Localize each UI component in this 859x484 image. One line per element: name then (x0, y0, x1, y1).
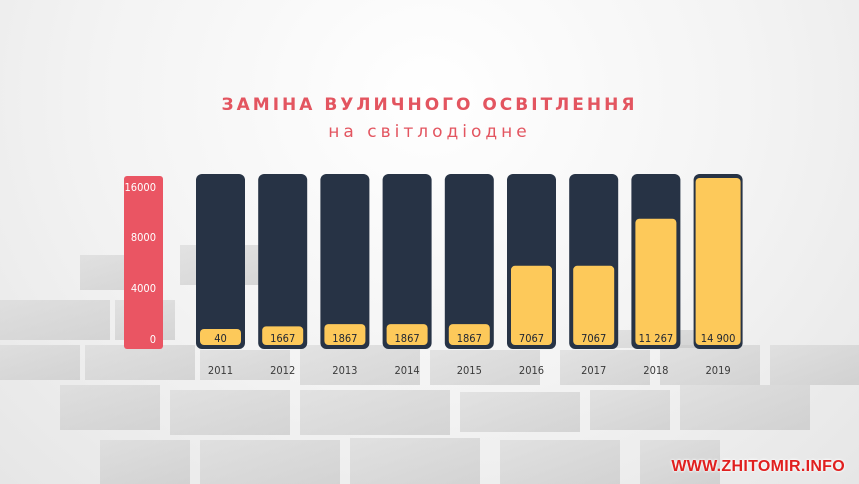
x-tick-label: 2013 (332, 364, 357, 377)
background-tile (460, 392, 580, 432)
x-tick-label: 2016 (519, 364, 544, 377)
bar (200, 329, 241, 345)
x-tick-label: 2011 (208, 364, 233, 377)
bar (511, 265, 552, 345)
background-tile (770, 345, 859, 385)
data-label: 7067 (581, 332, 606, 345)
x-tick-label: 2015 (457, 364, 482, 377)
data-label: 1667 (270, 332, 295, 345)
y-tick-label: 4000 (130, 282, 156, 295)
background-tile (60, 385, 160, 430)
data-label: 1867 (395, 332, 420, 345)
bar (262, 326, 304, 345)
background-tile (0, 300, 110, 340)
data-label: 1867 (457, 332, 482, 345)
data-label: 40 (214, 332, 227, 345)
background-tile (170, 390, 290, 435)
background-tile (430, 350, 540, 385)
background-tile (200, 350, 290, 380)
background-tile (85, 345, 195, 380)
bar-background (258, 174, 308, 349)
data-label: 11 267 (639, 332, 674, 345)
chart-subtitle: на світлодіодне (328, 122, 531, 142)
bar-background (196, 174, 245, 349)
x-tick-label: 2019 (706, 364, 731, 377)
background-tile (500, 440, 620, 484)
background-tile (200, 440, 340, 484)
data-label: 1867 (332, 332, 357, 345)
y-tick-label: 8000 (130, 231, 156, 244)
background-tile (560, 350, 650, 385)
x-tick-label: 2012 (270, 364, 295, 377)
background-tile (300, 390, 450, 435)
watermark-logo: WWW.ZHITOMIR.INFO (671, 458, 845, 475)
background-tile (680, 385, 810, 430)
chart-title: ЗАМІНА ВУЛИЧНОГО ОСВІТЛЕННЯ (221, 95, 638, 115)
x-tick-label: 2018 (643, 364, 668, 377)
background-tile (300, 345, 420, 385)
bar-background (382, 174, 432, 349)
background-tile (640, 440, 720, 484)
x-tick-label: 2014 (395, 364, 420, 377)
y-tick-label: 16000 (124, 181, 156, 194)
background-tile (350, 438, 480, 484)
bar (324, 324, 366, 345)
bar (635, 218, 677, 345)
bar-background (320, 174, 370, 349)
bar-background (444, 174, 494, 349)
background-tile (0, 345, 80, 380)
y-tick-label: 0 (149, 333, 156, 346)
bar (386, 324, 428, 345)
data-label: 7067 (519, 332, 544, 345)
bar (448, 324, 490, 345)
bar (695, 178, 741, 345)
background-tile (100, 440, 190, 484)
x-tick-label: 2017 (581, 364, 606, 377)
background-tile (590, 390, 670, 430)
data-label: 14 900 (701, 332, 736, 345)
y-axis-bar (124, 176, 163, 349)
background-tile (660, 345, 760, 385)
bar (573, 265, 615, 345)
